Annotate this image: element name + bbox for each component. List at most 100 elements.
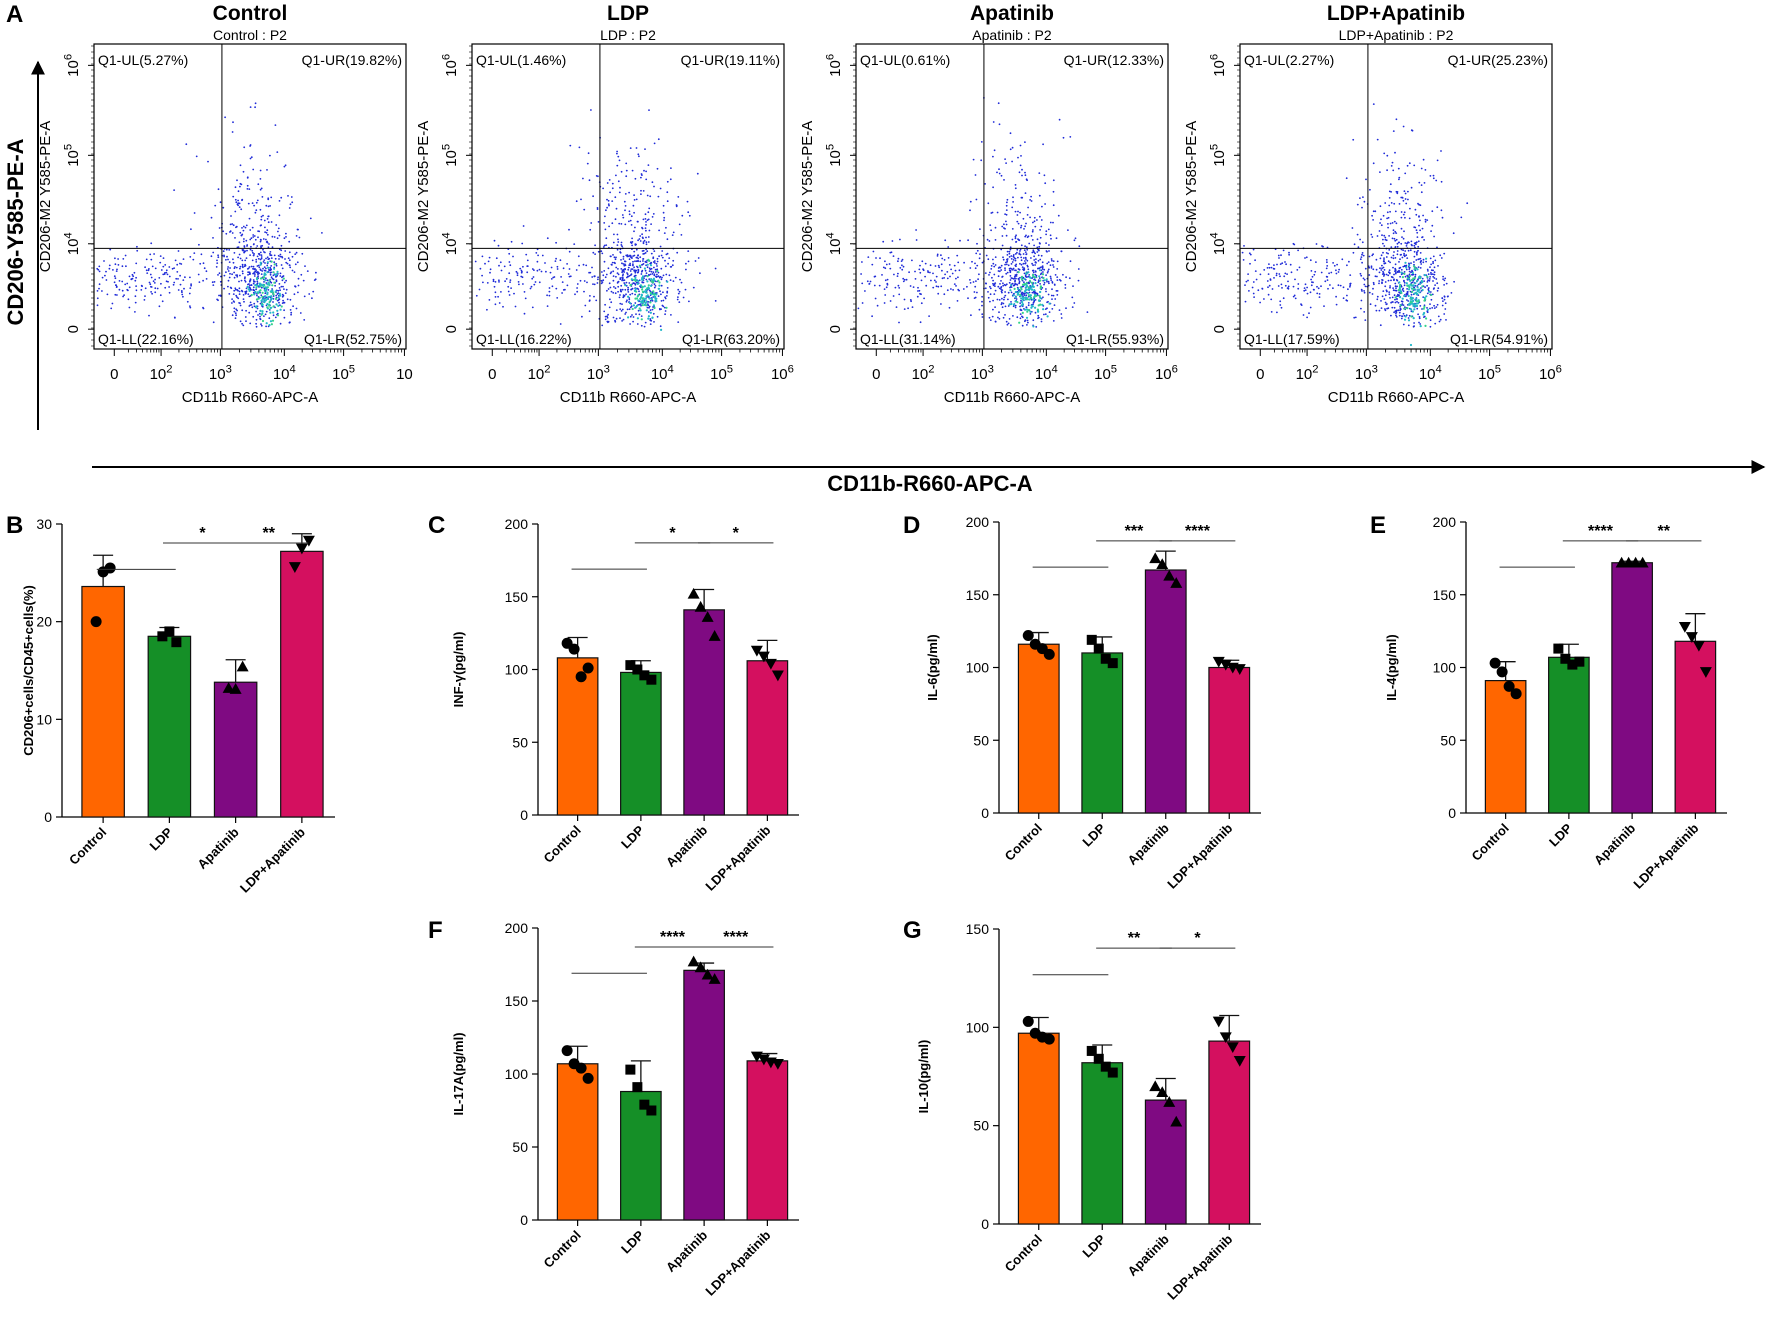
flow-dot [510, 287, 512, 289]
flow-dot [645, 274, 647, 277]
flow-dot-dense [1032, 285, 1035, 288]
flow-dot [619, 288, 622, 291]
flow-dot-dense [1412, 302, 1415, 305]
flow-dot [263, 266, 266, 268]
flow-dot [152, 280, 155, 283]
flow-dot [1419, 305, 1422, 307]
flow-dot [1386, 217, 1388, 220]
flow-dot [615, 309, 618, 311]
flow-dot [612, 254, 614, 256]
data-point [757, 1054, 770, 1066]
flow-dot [237, 204, 240, 207]
flow-dot [1014, 210, 1017, 213]
significance-label: * [733, 525, 740, 542]
flow-dot [1036, 238, 1039, 241]
flow-dot [1431, 307, 1434, 309]
flow-dot [1051, 298, 1053, 300]
flow-dot [614, 287, 617, 290]
flow-dot [596, 282, 599, 284]
flow-dot [653, 185, 655, 188]
flow-dot [1046, 307, 1048, 310]
data-point [1692, 640, 1705, 652]
flow-dot [275, 275, 277, 278]
flow-dot [1396, 300, 1398, 303]
flow-dot [1405, 254, 1408, 257]
flow-plot-frame [1239, 43, 1553, 350]
flow-x-axis-label: CD11b R660-APC-A [1328, 389, 1464, 406]
flow-dot [1318, 293, 1321, 295]
flow-dot-dense [1012, 303, 1016, 306]
flow-dot [1345, 177, 1348, 180]
flow-dot [1019, 164, 1022, 167]
flow-dot [941, 257, 944, 260]
flow-dot [1024, 245, 1026, 248]
x-tick-label: Control [1002, 821, 1045, 864]
flow-dot-dense [634, 306, 638, 309]
flow-dot [1409, 249, 1412, 252]
flow-dot [633, 211, 635, 214]
flow-dot [663, 216, 666, 219]
quadrant-label-ll: Q1-LL(31.14%) [860, 331, 956, 347]
flow-dot [264, 292, 267, 295]
flow-dot [1005, 263, 1008, 266]
flow-dot [642, 241, 645, 243]
flow-dot [525, 253, 528, 256]
flow-dot [237, 199, 240, 202]
flow-dot [649, 323, 652, 325]
flow-dot [158, 305, 161, 308]
flow-dot [935, 275, 938, 278]
flow-dot [474, 260, 477, 263]
flow-y-tick-label: 104 [824, 232, 844, 255]
flow-dot [994, 289, 997, 292]
flow-y-tick-label: 105 [1208, 144, 1228, 167]
data-point [104, 562, 116, 574]
flow-dot [605, 273, 608, 276]
flow-dot [620, 259, 622, 261]
flow-dot [884, 267, 887, 270]
flow-dot [1393, 311, 1395, 314]
flow-dot [629, 293, 632, 296]
flow-dot [252, 168, 255, 171]
flow-dot-dense [649, 264, 653, 267]
flow-dot [288, 321, 291, 324]
flow-dot [588, 300, 591, 302]
flow-dot [1048, 311, 1051, 313]
flow-dot [290, 196, 293, 198]
flow-dot [1056, 294, 1059, 296]
flow-dot [1381, 234, 1383, 237]
flow-dot-dense [1401, 276, 1404, 279]
flow-dot [289, 203, 292, 206]
flow-dot [612, 241, 615, 244]
flow-dot [1029, 313, 1032, 315]
flow-dot [269, 251, 272, 253]
flow-dot [640, 324, 643, 327]
flow-dot-dense [1048, 302, 1051, 305]
flow-x-tick-label: 0 [1256, 366, 1264, 383]
flow-dot [494, 303, 497, 306]
flow-dot [202, 262, 205, 265]
flow-dot [617, 180, 620, 183]
flow-dot [1309, 259, 1312, 262]
flow-dot [1326, 276, 1329, 278]
flow-dot [271, 246, 274, 249]
flow-dot-dense [1403, 307, 1406, 310]
flow-dot [1303, 289, 1306, 292]
flow-dot-dense [1035, 294, 1038, 297]
flow-panel-subtitle: LDP+Apatinib : P2 [1339, 27, 1454, 43]
flow-dot [629, 270, 632, 272]
flow-dot [241, 227, 243, 229]
flow-dot [559, 323, 562, 325]
flow-dot-dense [1394, 296, 1397, 299]
flow-dot [1012, 259, 1015, 261]
flow-dot [1408, 270, 1411, 273]
flow-dot [198, 243, 200, 246]
flow-dot [132, 275, 135, 278]
flow-dot [192, 258, 195, 261]
flow-dot [635, 256, 638, 259]
flow-dot-dense [260, 299, 263, 302]
flow-dot [1037, 267, 1040, 270]
flow-dot [650, 270, 653, 273]
flow-dot [915, 239, 918, 241]
flow-dot [603, 270, 606, 272]
flow-dot [875, 257, 877, 259]
